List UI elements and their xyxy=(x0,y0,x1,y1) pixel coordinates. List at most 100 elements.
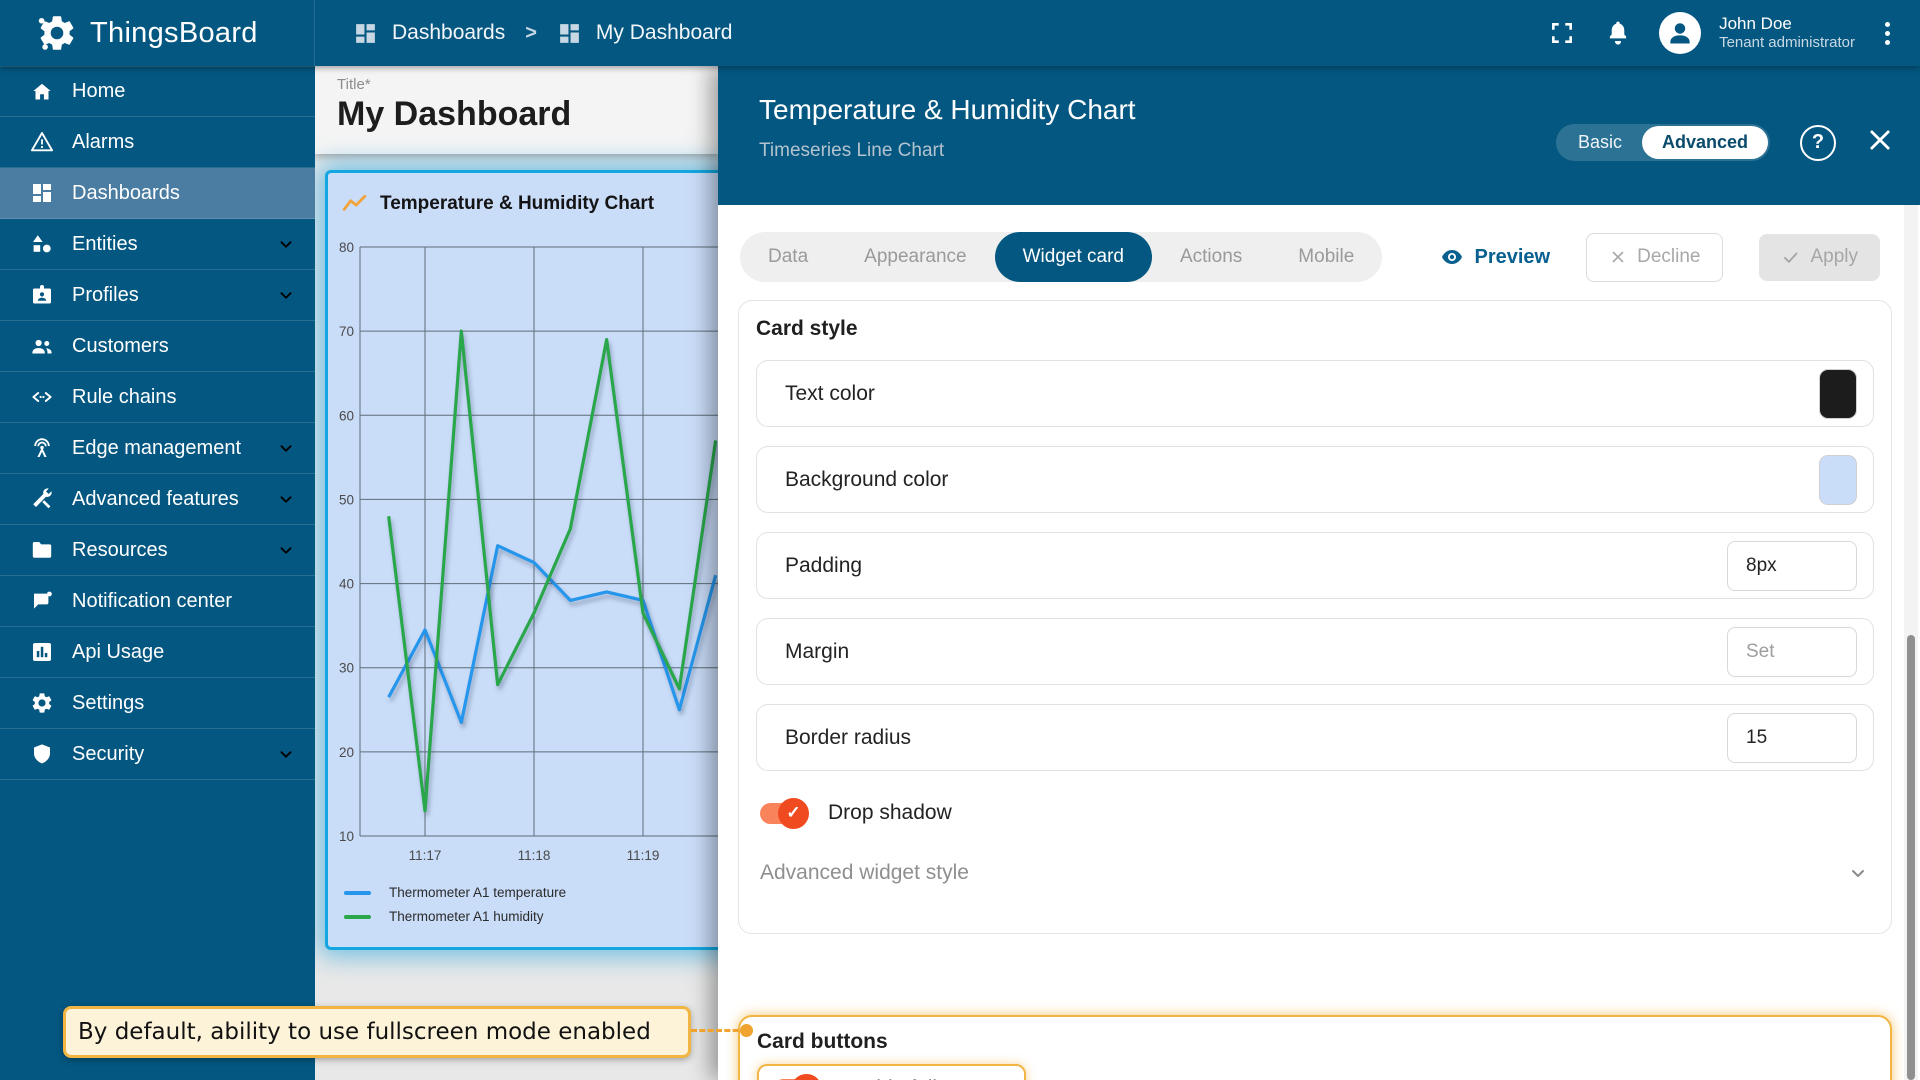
card-style-section: Card style Text color Background color P… xyxy=(738,300,1892,934)
callout-annotation: By default, ability to use fullscreen mo… xyxy=(63,1006,691,1058)
panel-header-controls: Basic Advanced ? xyxy=(1555,124,1894,161)
svg-text:40: 40 xyxy=(339,577,354,592)
sidebar-item-label: Notification center xyxy=(72,589,233,612)
tab-appearance[interactable]: Appearance xyxy=(864,246,967,267)
preview-button[interactable]: Preview xyxy=(1440,245,1550,269)
notifications-button[interactable] xyxy=(1603,18,1633,48)
check-icon: ✓ xyxy=(786,803,801,822)
sidebar-item-label: Profiles xyxy=(72,283,139,306)
row-label: Padding xyxy=(785,553,863,577)
advanced-widget-style-label: Advanced widget style xyxy=(760,861,969,884)
close-icon xyxy=(1612,251,1624,263)
row-label: Background color xyxy=(785,467,949,491)
tab-data[interactable]: Data xyxy=(768,246,809,267)
sidebar-item-advanced-features[interactable]: Advanced features xyxy=(0,474,315,525)
user-name: John Doe xyxy=(1719,14,1792,33)
sidebar-item-resources[interactable]: Resources xyxy=(0,525,315,576)
security-icon xyxy=(34,744,50,764)
svg-text:10: 10 xyxy=(339,829,354,844)
sidebar-item-label: Rule chains xyxy=(72,385,177,408)
kebab-menu-button[interactable] xyxy=(1881,18,1894,49)
sidebar-item-dashboards[interactable]: Dashboards xyxy=(0,168,315,219)
mode-option-advanced[interactable]: Advanced xyxy=(1641,126,1768,159)
avatar[interactable] xyxy=(1659,12,1702,54)
widget-config-panel: Temperature & Humidity Chart Timeseries … xyxy=(718,66,1920,1080)
sidebar-item-label: Customers xyxy=(72,334,169,357)
drop-shadow-row: ✓ Drop shadow xyxy=(760,797,1874,829)
sidebar-item-api-usage[interactable]: Api Usage xyxy=(0,627,315,678)
widget-title-row: Temperature & Humidity Chart xyxy=(328,173,718,215)
breadcrumb-current: My Dashboard xyxy=(595,21,733,44)
legend-swatch-temperature xyxy=(344,890,371,895)
text-color-swatch[interactable] xyxy=(1819,368,1857,419)
mode-option-basic[interactable]: Basic xyxy=(1577,132,1622,152)
drop-shadow-toggle[interactable]: ✓ xyxy=(760,797,809,829)
help-button[interactable]: ? xyxy=(1800,124,1836,161)
sidebar-item-alarms[interactable]: Alarms xyxy=(0,117,315,168)
dashboards-icon xyxy=(33,184,51,202)
chevron-down-icon xyxy=(280,445,292,452)
border-radius-row: Border radius xyxy=(756,704,1874,771)
sidebar-item-label: Security xyxy=(72,742,145,765)
sidebar-item-customers[interactable]: Customers xyxy=(0,321,315,372)
series-line-thermometer-a1-temperature xyxy=(387,544,718,725)
advanced-widget-style-expander[interactable]: Advanced widget style xyxy=(760,861,1870,885)
sidebar-item-home[interactable]: Home xyxy=(0,66,315,117)
timeseries-chart-svg: 10 20 30 40 50 60 70 80 11:17 11:18 11:19 xyxy=(339,240,718,863)
tab-bar: Data Appearance Widget card Actions Mobile xyxy=(740,232,1383,282)
panel-header: Temperature & Humidity Chart Timeseries … xyxy=(718,66,1920,205)
padding-input[interactable] xyxy=(1727,540,1857,591)
svg-text:50: 50 xyxy=(339,492,354,507)
dashboard-title-card: Title* My Dashboard xyxy=(315,66,718,154)
callout-connector-line xyxy=(691,1029,747,1032)
close-icon xyxy=(1870,130,1890,150)
border-radius-input[interactable] xyxy=(1727,712,1857,763)
margin-input[interactable] xyxy=(1727,626,1857,677)
apply-button[interactable]: Apply xyxy=(1759,233,1880,281)
logo-area[interactable]: ThingsBoard xyxy=(0,0,315,66)
sidebar-item-entities[interactable]: Entities xyxy=(0,219,315,270)
close-button[interactable] xyxy=(1866,126,1894,159)
customers-icon xyxy=(32,339,52,354)
padding-row: Padding xyxy=(756,532,1874,599)
decline-button[interactable]: Decline xyxy=(1586,232,1724,282)
legend-label: Thermometer A1 humidity xyxy=(389,909,544,924)
tab-actions[interactable]: Actions xyxy=(1179,246,1243,267)
panel-title: Temperature & Humidity Chart xyxy=(759,94,1136,125)
card-buttons-heading: Card buttons xyxy=(757,1030,888,1053)
sidebar-item-label: Resources xyxy=(72,538,168,561)
sidebar-item-label: Settings xyxy=(72,691,145,714)
app-name: ThingsBoard xyxy=(90,16,258,49)
background-color-swatch[interactable] xyxy=(1819,454,1857,505)
scrollbar-thumb[interactable] xyxy=(1907,635,1915,1080)
sidebar-item-edge-management[interactable]: Edge management xyxy=(0,423,315,474)
sidebar-item-profiles[interactable]: Profiles xyxy=(0,270,315,321)
toolbar-actions: Preview Decline Apply xyxy=(1440,232,1880,282)
sidebar-item-label: Home xyxy=(72,80,126,102)
sidebar-item-security[interactable]: Security xyxy=(0,729,315,780)
apply-label: Apply xyxy=(1810,246,1858,267)
dashboard-title-input[interactable]: My Dashboard xyxy=(337,95,572,133)
svg-text:11:18: 11:18 xyxy=(518,848,551,863)
api-usage-icon xyxy=(33,643,51,661)
sidebar-item-label: Alarms xyxy=(72,130,135,153)
top-bar-actions: John Doe Tenant administrator xyxy=(1547,12,1920,54)
sidebar-item-settings[interactable]: Settings xyxy=(0,678,315,729)
fullscreen-icon xyxy=(1552,23,1573,43)
chart-widget-card[interactable]: Temperature & Humidity Chart 10 20 30 40 50 6… xyxy=(325,170,718,950)
breadcrumb-dashboards[interactable]: Dashboards xyxy=(392,21,506,44)
enable-fullscreen-box: ✓ Enable fullscreen xyxy=(757,1064,1027,1080)
sidebar-item-label: Api Usage xyxy=(72,640,165,663)
basic-advanced-toggle: Basic Advanced xyxy=(1555,124,1770,161)
callout-connector-dot xyxy=(740,1024,753,1037)
decline-label: Decline xyxy=(1637,246,1701,267)
tab-mobile[interactable]: Mobile xyxy=(1298,246,1355,267)
sidebar-item-notification-center[interactable]: Notification center xyxy=(0,576,315,627)
svg-text:80: 80 xyxy=(339,240,354,255)
sidebar-item-rule-chains[interactable]: Rule chains xyxy=(0,372,315,423)
tab-widget-card[interactable]: Widget card xyxy=(994,232,1152,282)
fullscreen-button[interactable] xyxy=(1547,18,1577,48)
alarms-icon xyxy=(30,132,54,152)
sidebar-item-label: Edge management xyxy=(72,436,242,459)
thingsboard-logo-icon xyxy=(38,16,74,50)
